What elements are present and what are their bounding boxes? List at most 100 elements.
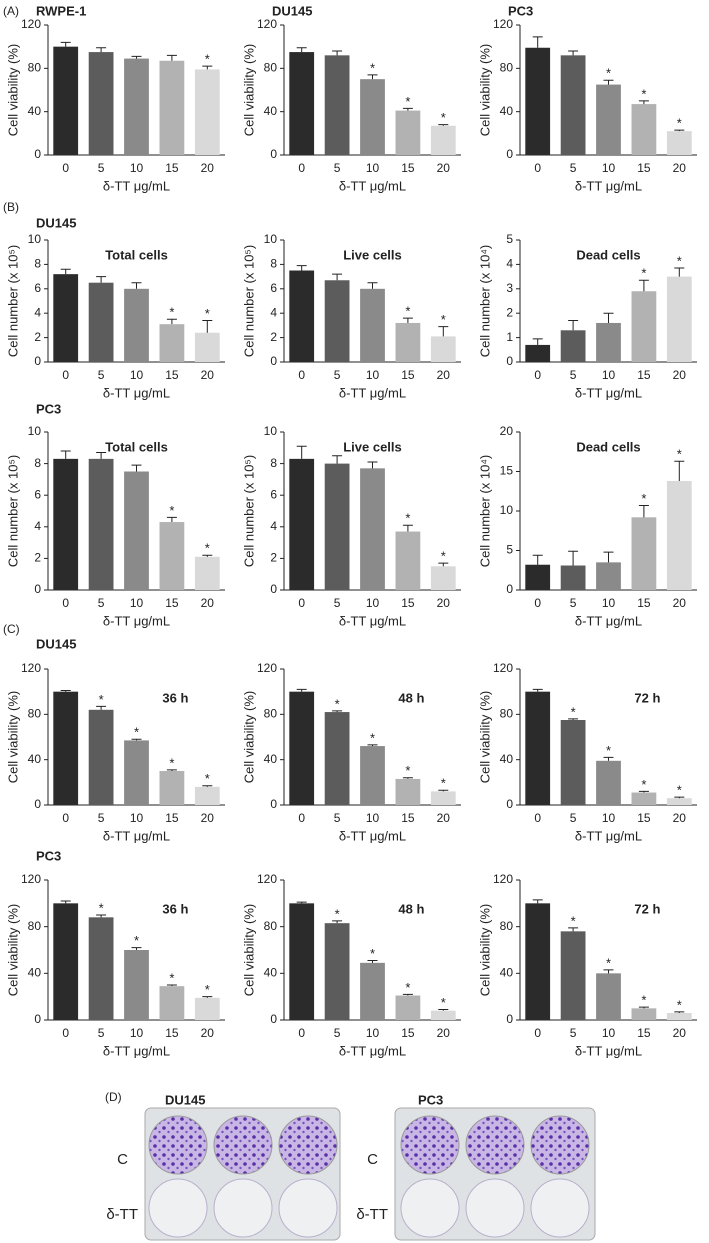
significance-marker: * xyxy=(169,503,174,518)
x-axis-label: δ-TT μg/mL xyxy=(103,178,170,193)
y-tick-label: 40 xyxy=(500,966,514,980)
significance-marker: * xyxy=(205,771,210,786)
bar xyxy=(194,997,220,1020)
bar xyxy=(525,47,551,155)
error-bar xyxy=(402,524,413,532)
bar xyxy=(289,458,315,590)
bar xyxy=(88,709,114,805)
y-tick-label: 40 xyxy=(500,104,514,118)
x-tick-label: 0 xyxy=(62,811,69,825)
bar xyxy=(525,344,551,362)
x-tick-label: 15 xyxy=(401,1026,415,1040)
y-tick-label: 4 xyxy=(34,305,41,319)
plate-row-label: δ-TT xyxy=(356,1206,388,1223)
x-axis-label: δ-TT μg/mL xyxy=(339,385,406,400)
x-tick-label: 20 xyxy=(201,596,215,610)
x-tick-label: 20 xyxy=(673,1026,687,1040)
significance-marker: * xyxy=(205,541,210,556)
bar xyxy=(360,79,385,155)
bar xyxy=(289,52,315,156)
x-tick-label: 10 xyxy=(602,368,616,382)
error-bar xyxy=(296,265,307,271)
y-axis-label: Cell number (x 10⁴) xyxy=(477,245,492,358)
x-axis-label: δ-TT μg/mL xyxy=(103,385,170,400)
significance-marker: * xyxy=(205,306,210,321)
bar xyxy=(596,322,621,362)
error-bar xyxy=(60,268,71,275)
significance-marker: * xyxy=(99,692,104,707)
x-tick-label: 0 xyxy=(534,596,541,610)
significance-marker: * xyxy=(335,906,340,921)
y-tick-label: 10 xyxy=(500,503,514,517)
x-tick-label: 15 xyxy=(165,1026,179,1040)
error-bar xyxy=(131,282,142,289)
error-bar xyxy=(674,129,685,132)
bar xyxy=(631,104,657,155)
bar xyxy=(159,522,185,590)
y-tick-label: 40 xyxy=(264,966,278,980)
x-tick-label: 0 xyxy=(298,811,305,825)
error-bar xyxy=(96,276,107,283)
error-bar xyxy=(96,452,107,459)
error-bar xyxy=(568,320,579,331)
x-axis-label: δ-TT μg/mL xyxy=(339,828,406,843)
panel-label: (D) xyxy=(105,1090,122,1104)
bar xyxy=(395,531,421,590)
error-bar xyxy=(674,796,685,799)
x-tick-label: 15 xyxy=(401,596,415,610)
bar xyxy=(324,280,350,362)
y-tick-label: 0 xyxy=(34,582,41,596)
error-bar xyxy=(638,100,649,105)
x-tick-label: 20 xyxy=(201,161,215,175)
x-tick-label: 10 xyxy=(602,596,616,610)
y-tick-label: 6 xyxy=(34,281,41,295)
bar xyxy=(395,778,421,805)
group-label: DU145 xyxy=(36,636,76,651)
y-tick-label: 6 xyxy=(270,281,277,295)
x-tick-label: 0 xyxy=(298,368,305,382)
y-axis-label: Cell viability (%) xyxy=(5,44,20,136)
chart-title: Live cells xyxy=(343,247,402,262)
bar xyxy=(430,566,456,590)
x-tick-label: 0 xyxy=(62,596,69,610)
chart-title: Total cells xyxy=(105,439,168,454)
x-tick-label: 15 xyxy=(637,161,651,175)
error-bar xyxy=(96,705,107,710)
bar xyxy=(666,1013,692,1020)
y-tick-label: 1 xyxy=(506,330,513,344)
significance-marker: * xyxy=(405,763,410,778)
bar xyxy=(124,950,149,1020)
y-tick-label: 80 xyxy=(264,61,278,75)
x-tick-label: 10 xyxy=(366,368,380,382)
error-bar xyxy=(60,450,71,459)
y-tick-label: 4 xyxy=(270,519,277,533)
error-bar xyxy=(674,1011,685,1013)
x-tick-label: 10 xyxy=(366,811,380,825)
error-bar xyxy=(402,993,413,996)
error-bar xyxy=(131,947,142,950)
chart-title: Dead cells xyxy=(576,247,640,262)
y-tick-label: 2 xyxy=(270,551,277,565)
x-tick-label: 15 xyxy=(637,811,651,825)
error-bar xyxy=(438,562,449,567)
error-bar xyxy=(603,312,614,323)
error-bar xyxy=(96,47,107,53)
y-tick-label: 10 xyxy=(264,232,278,246)
panel-label: (B) xyxy=(3,200,19,214)
significance-marker: * xyxy=(441,995,446,1010)
x-axis-label: δ-TT μg/mL xyxy=(575,385,642,400)
error-bar xyxy=(367,960,378,963)
bar xyxy=(289,270,315,362)
bar xyxy=(289,903,315,1020)
error-bar xyxy=(296,47,307,53)
significance-marker: * xyxy=(205,52,210,67)
chart-title: 48 h xyxy=(398,690,424,705)
x-axis-label: δ-TT μg/mL xyxy=(103,828,170,843)
chart-title: 72 h xyxy=(634,901,660,916)
y-tick-label: 0 xyxy=(270,797,277,811)
error-bar xyxy=(568,718,579,720)
y-tick-label: 0 xyxy=(34,797,41,811)
y-tick-label: 0 xyxy=(506,147,513,161)
error-bar xyxy=(438,326,449,337)
bar xyxy=(596,973,621,1020)
